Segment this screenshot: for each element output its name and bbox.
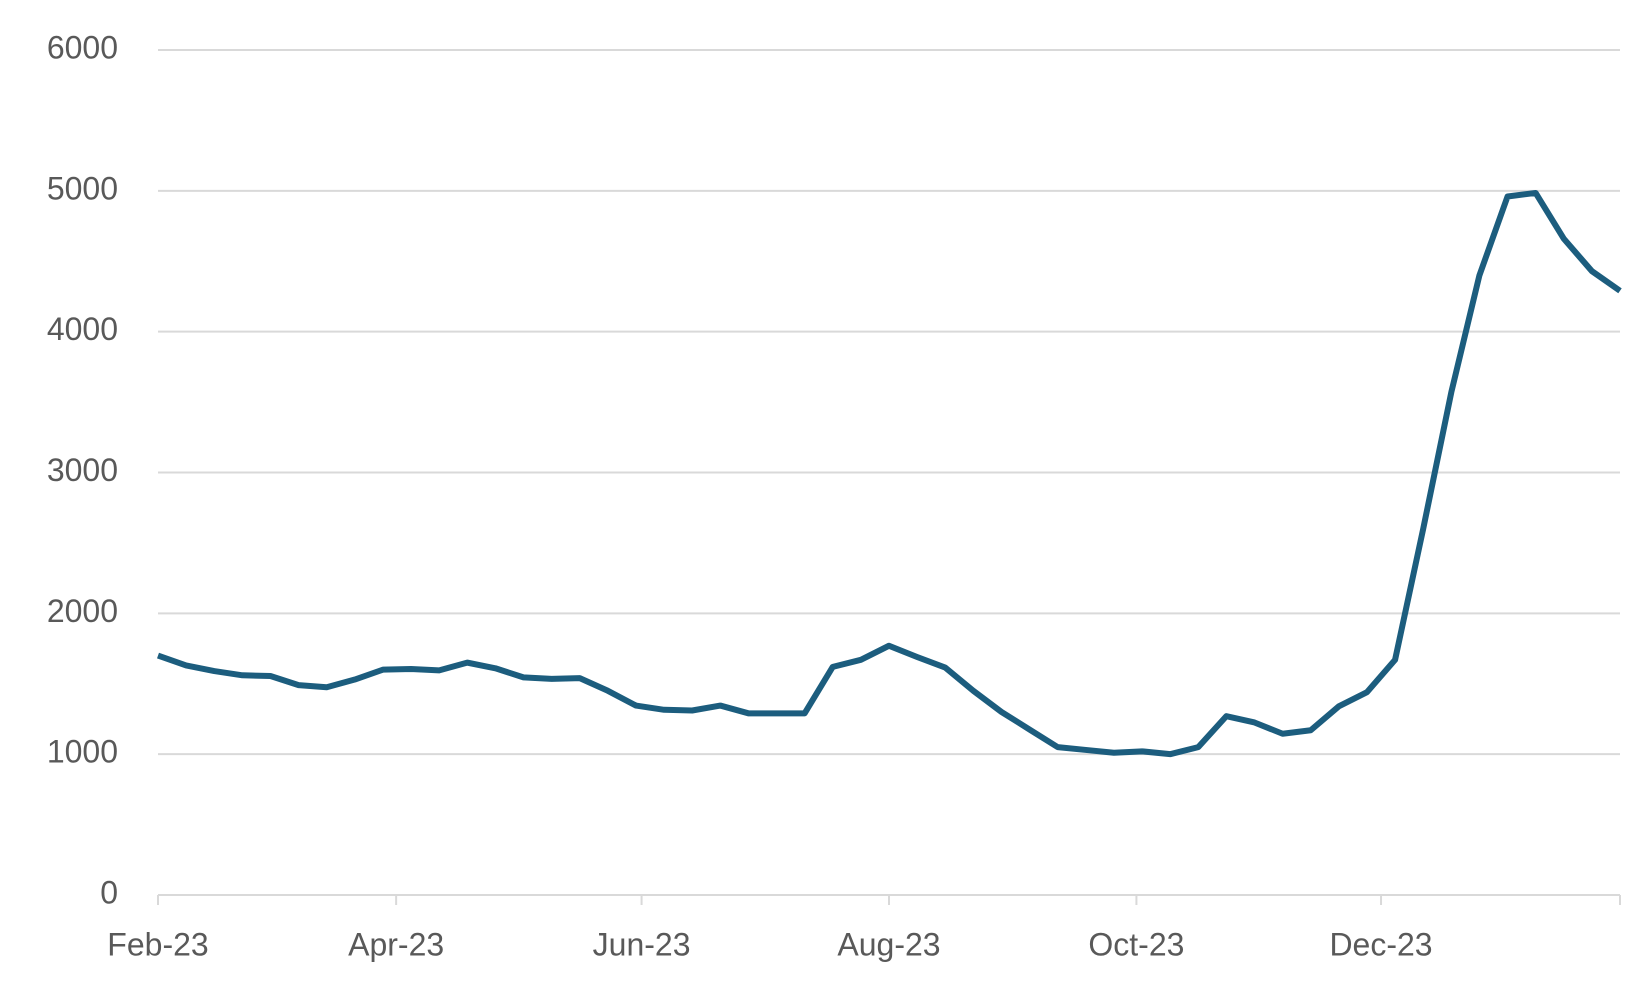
y-tick-label: 2000 [47, 593, 118, 629]
y-tick-label: 3000 [47, 452, 118, 488]
y-tick-label: 0 [100, 874, 118, 910]
x-tick-label: Aug-23 [837, 926, 940, 962]
y-tick-label: 1000 [47, 734, 118, 770]
y-tick-label: 6000 [47, 29, 118, 65]
x-tick-label: Dec-23 [1329, 926, 1432, 962]
series-line [157, 189, 1622, 758]
x-tick-label: Jun-23 [593, 926, 691, 962]
x-tick-label: Apr-23 [348, 926, 444, 962]
x-tick-label: Oct-23 [1088, 926, 1184, 962]
x-tick-label: Feb-23 [107, 926, 208, 962]
y-tick-label: 4000 [47, 311, 118, 347]
y-tick-label: 5000 [47, 170, 118, 206]
